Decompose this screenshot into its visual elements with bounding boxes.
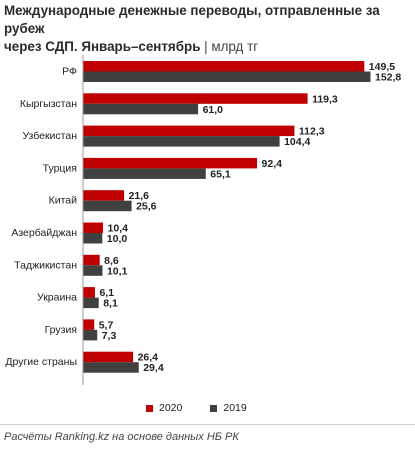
title-line-1: Международные денежные переводы, отправл…: [4, 3, 380, 36]
unit-label: млрд тг: [211, 39, 259, 54]
category-label: Таджикистан: [14, 259, 77, 271]
source-note: Расчёты Ranking.kz на основе данных НБ Р…: [4, 431, 239, 443]
bar-2020: [83, 157, 258, 169]
bar-2019: [83, 136, 280, 147]
category-label: Турция: [43, 162, 77, 174]
value-label-2019: 25,6: [136, 201, 157, 213]
bar-2020: [83, 287, 95, 298]
bar-2019: [83, 200, 132, 212]
bar-2019: [83, 168, 206, 179]
legend-item-2020: 2020: [146, 402, 182, 414]
category-label: Азербайджан: [11, 227, 77, 239]
bar-2019: [83, 233, 103, 244]
chart-title: Международные денежные переводы, отправл…: [4, 2, 409, 56]
value-label-2019: 10,0: [107, 233, 128, 245]
title-separator: |: [204, 39, 208, 54]
category-label: РФ: [62, 66, 77, 78]
bar-2020: [83, 319, 95, 330]
bar-2020: [83, 351, 134, 363]
value-label-2019: 8,1: [103, 298, 118, 310]
category-label: Кыргызстан: [20, 98, 77, 110]
category-label: Китай: [49, 195, 78, 207]
category-label: Грузия: [45, 324, 77, 336]
bar-2019: [83, 265, 103, 276]
category-label: Украина: [37, 292, 77, 304]
bar-2019: [83, 297, 99, 309]
legend-swatch-2020: [146, 404, 153, 412]
value-label-2019: 65,1: [210, 168, 231, 180]
value-label-2019: 152,8: [375, 72, 401, 84]
bar-2020: [83, 61, 365, 72]
legend: 2020 2019: [146, 402, 275, 414]
value-label-2019: 61,0: [203, 104, 224, 116]
value-label-2020: 10,4: [108, 223, 129, 235]
value-label-2020: 92,4: [262, 158, 283, 170]
bar-2019: [83, 103, 199, 115]
value-label-2019: 29,4: [143, 362, 164, 374]
legend-label-2019: 2019: [223, 402, 247, 414]
bar-2020: [83, 93, 308, 104]
legend-swatch-2019: [210, 404, 218, 412]
bar-2020: [83, 254, 100, 266]
value-label-2019: 104,4: [284, 136, 310, 148]
value-label-2020: 8,6: [104, 255, 119, 267]
category-label: Другие страны: [5, 356, 77, 368]
bar-2019: [83, 329, 98, 341]
value-label-2019: 10,1: [107, 265, 128, 277]
legend-label-2020: 2020: [159, 402, 183, 414]
bar-2019: [83, 71, 371, 82]
value-label-2019: 7,3: [102, 330, 117, 342]
value-label-2020: 21,6: [129, 190, 150, 202]
value-label-2020: 112,3: [299, 126, 325, 138]
category-label: Узбекистан: [22, 130, 77, 142]
title-line-2: через СДП. Январь–сентябрь: [4, 39, 201, 54]
footer-divider: [0, 424, 415, 425]
legend-item-2019: 2019: [210, 402, 247, 414]
value-label-2020: 5,7: [99, 319, 114, 331]
bar-2020: [83, 222, 104, 233]
bar-2020: [83, 190, 125, 201]
bar-2020: [83, 125, 295, 137]
value-label-2020: 149,5: [369, 61, 395, 73]
value-label-2020: 6,1: [99, 287, 114, 299]
value-label-2020: 119,3: [312, 93, 338, 105]
value-label-2020: 26,4: [138, 352, 159, 364]
bar-2019: [83, 362, 139, 373]
